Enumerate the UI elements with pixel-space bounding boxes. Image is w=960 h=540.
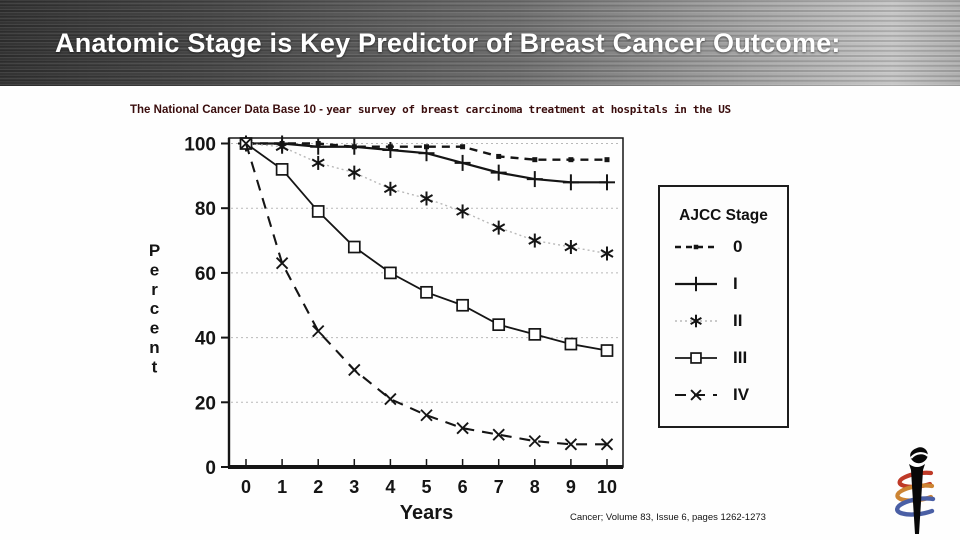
slide-subtitle: The National Cancer Data Base 10 - year … <box>130 100 731 118</box>
y-axis-title-letter: r <box>151 280 158 299</box>
subtitle-part1: The National Cancer Data Base 10 - <box>130 104 327 116</box>
torch-logo-icon <box>895 447 936 534</box>
chart-legend: AJCC Stage 0 I II III IV <box>658 185 789 428</box>
subtitle-part2: year survey of breast carcinoma treatmen… <box>326 103 731 116</box>
header-bar: Anatomic Stage is Key Predictor of Breas… <box>0 0 960 86</box>
x-tick-label: 3 <box>349 477 359 497</box>
legend-label: III <box>733 347 748 367</box>
x-tick-label: 10 <box>597 477 617 497</box>
x-axis-title: Years <box>400 502 453 524</box>
legend-label: IV <box>733 384 750 404</box>
legend-item-stage-II: II <box>660 302 787 339</box>
legend-label: 0 <box>733 236 743 256</box>
x-tick-label: 7 <box>494 477 504 497</box>
legend-item-stage-IV: IV <box>660 376 787 413</box>
logo-torch-stick <box>911 470 923 534</box>
logo-flame-swoosh <box>910 452 929 459</box>
x-tick-label: 6 <box>458 477 468 497</box>
legend-item-stage-I: I <box>660 265 787 302</box>
x-tick-label: 4 <box>385 477 395 497</box>
y-tick-label: 0 <box>205 458 216 479</box>
y-axis-title-letter: t <box>152 357 158 376</box>
series-stage-IV <box>239 137 614 451</box>
legend-label: I <box>733 273 738 293</box>
legend-marker-stage-IV-icon <box>675 388 717 401</box>
x-tick-label: 0 <box>241 477 251 497</box>
y-tick-label: 40 <box>195 329 216 350</box>
y-tick-label: 60 <box>195 264 216 285</box>
y-axis-title-letter: P <box>149 241 160 260</box>
legend-marker-stage-I-icon <box>675 276 717 291</box>
legend-item-stage-III: III <box>660 339 787 376</box>
legend-title: AJCC Stage <box>679 207 768 224</box>
legend-marker-stage-II-icon <box>675 314 717 327</box>
legend-item-stage-0: 0 <box>660 228 787 265</box>
slide-title: Anatomic Stage is Key Predictor of Breas… <box>55 27 841 58</box>
legend-marker-stage-III-icon <box>675 351 717 364</box>
x-tick-label: 2 <box>313 477 323 497</box>
y-axis-title-letter: n <box>149 338 159 357</box>
y-tick-label: 100 <box>184 135 216 156</box>
y-axis-title-letter: e <box>150 260 159 279</box>
logo-flame <box>910 447 928 464</box>
y-axis-title-letter: e <box>150 319 159 338</box>
x-tick-label: 9 <box>566 477 576 497</box>
legend-rows: 0 I II III IV <box>660 228 787 413</box>
legend-label: II <box>733 310 743 330</box>
axes <box>221 137 624 469</box>
y-axis-title-letter: c <box>150 299 159 318</box>
series-stage-II <box>239 136 614 261</box>
legend-marker-stage-0-icon <box>675 244 717 249</box>
x-tick-label: 8 <box>530 477 540 497</box>
y-tick-label: 20 <box>195 393 216 414</box>
x-tick-label: 1 <box>277 477 287 497</box>
series-stage-III <box>239 137 614 357</box>
citation: Cancer; Volume 83, Issue 6, pages 1262-1… <box>570 512 766 523</box>
x-tick-label: 5 <box>421 477 431 497</box>
y-tick-label: 80 <box>195 199 216 220</box>
